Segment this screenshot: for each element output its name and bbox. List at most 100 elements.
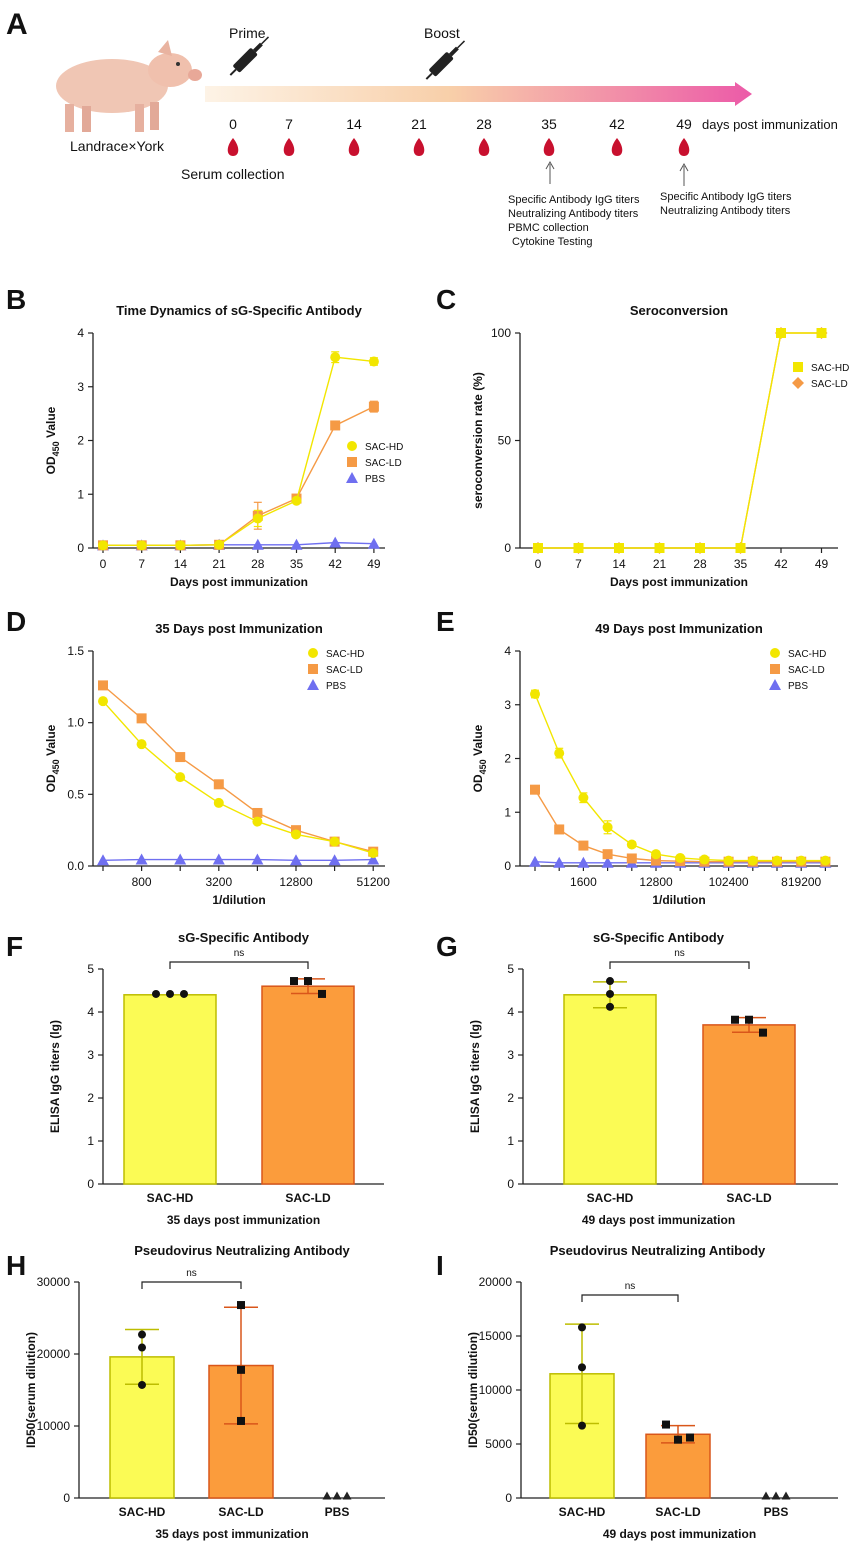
x-tick-label: 51200 bbox=[357, 875, 391, 889]
data-point bbox=[136, 540, 147, 551]
x-axis-label: 49 days post immunization bbox=[603, 1527, 756, 1541]
chart-title: sG-Specific Antibody bbox=[178, 930, 310, 945]
y-tick-label: 2 bbox=[77, 434, 84, 448]
y-tick-label: 0 bbox=[505, 1491, 512, 1505]
data-point bbox=[342, 1491, 352, 1500]
data-point bbox=[138, 1343, 146, 1352]
legend-label: PBS bbox=[326, 681, 346, 692]
panel-label: C bbox=[436, 284, 456, 315]
y-tick-label: 1 bbox=[504, 805, 511, 819]
data-point bbox=[530, 689, 540, 699]
series-line-sac-hd bbox=[538, 332, 822, 549]
bar-sac-ld bbox=[702, 1024, 796, 1185]
x-axis-label: 49 days post immunization bbox=[582, 1213, 735, 1227]
y-tick-label: 1.5 bbox=[67, 644, 84, 658]
note-49-line-2: Neutralizing Antibody titers bbox=[660, 205, 791, 217]
data-point bbox=[699, 854, 710, 865]
x-tick-label: 14 bbox=[612, 557, 626, 571]
data-point bbox=[602, 822, 613, 833]
note-35-line-2: Neutralizing Antibody titers bbox=[508, 208, 639, 220]
pig-icon bbox=[56, 40, 202, 132]
y-tick-label: 5 bbox=[507, 962, 514, 976]
data-point bbox=[347, 457, 357, 467]
data-point bbox=[368, 401, 379, 412]
y-tick-label: 0 bbox=[77, 541, 84, 555]
y-tick-label: 4 bbox=[87, 1005, 94, 1019]
legend-label: SAC-HD bbox=[326, 649, 364, 660]
legend-label: SAC-HD bbox=[365, 442, 403, 453]
y-tick-label: 20000 bbox=[37, 1347, 71, 1361]
data-point bbox=[346, 472, 358, 483]
data-point bbox=[290, 977, 298, 986]
data-point bbox=[772, 855, 782, 866]
data-point bbox=[252, 513, 263, 524]
panel-i: I Pseudovirus Neutralizing Antibody 49 day… bbox=[436, 1243, 838, 1541]
series-line-sac-ld bbox=[534, 789, 826, 863]
x-tick-label: PBS bbox=[325, 1505, 350, 1519]
data-point bbox=[747, 855, 758, 866]
syringe-icon bbox=[229, 36, 270, 76]
data-point bbox=[237, 1416, 245, 1425]
note-35-line-4: Cytokine Testing bbox=[512, 236, 593, 248]
data-point bbox=[606, 1002, 614, 1011]
legend-label: SAC-LD bbox=[365, 458, 402, 469]
blood-drop-icon bbox=[478, 138, 490, 156]
y-tick-label: 10000 bbox=[37, 1419, 71, 1433]
arrow-up-icon bbox=[679, 162, 689, 186]
x-axis-label: 35 days post immunization bbox=[155, 1527, 308, 1541]
data-point bbox=[674, 1435, 682, 1444]
y-axis-label: ELISA IgG titers (lg) bbox=[468, 1020, 482, 1133]
arrow-up-icon bbox=[545, 160, 555, 184]
data-point bbox=[602, 849, 613, 860]
data-point bbox=[816, 328, 827, 338]
y-tick-label: 0 bbox=[87, 1177, 94, 1191]
blood-drop-icon bbox=[227, 138, 239, 156]
data-point bbox=[136, 713, 147, 724]
y-tick-label: 2 bbox=[504, 752, 511, 766]
x-axis-label: 1/dilution bbox=[652, 893, 705, 907]
data-point bbox=[761, 1491, 771, 1500]
boost-label: Boost bbox=[424, 25, 460, 41]
x-tick-label: 0 bbox=[535, 557, 542, 571]
data-point bbox=[820, 855, 831, 866]
chart-title: 35 Days post Immunization bbox=[155, 621, 323, 636]
panel-label-a: A bbox=[6, 8, 28, 41]
x-tick-label: 0 bbox=[100, 557, 107, 571]
y-tick-label: 0.0 bbox=[67, 859, 84, 873]
timeline-arrow bbox=[205, 82, 752, 106]
y-axis-label-part: Value bbox=[471, 724, 485, 759]
data-point bbox=[368, 848, 379, 859]
data-point bbox=[759, 1028, 767, 1037]
data-point bbox=[529, 855, 541, 867]
x-tick-label: SAC-HD bbox=[587, 1191, 634, 1205]
data-point bbox=[213, 797, 224, 808]
x-tick-label: 42 bbox=[774, 557, 788, 571]
data-point bbox=[368, 356, 379, 367]
legend-label: PBS bbox=[365, 474, 385, 485]
x-tick-label: 35 bbox=[290, 557, 304, 571]
day-tick-label: 35 bbox=[541, 116, 557, 132]
significance-label: ns bbox=[674, 948, 685, 959]
data-point bbox=[174, 853, 187, 865]
y-tick-label: 1 bbox=[77, 487, 84, 501]
data-point bbox=[577, 856, 590, 868]
series-line-pbs bbox=[102, 858, 374, 861]
chart-title: 49 Days post Immunization bbox=[595, 621, 763, 636]
data-point bbox=[781, 1491, 791, 1500]
days-axis-label: days post immunization bbox=[702, 117, 838, 132]
panel-label: D bbox=[6, 606, 26, 637]
data-point bbox=[686, 1433, 694, 1442]
data-point bbox=[135, 853, 148, 865]
data-point bbox=[291, 829, 301, 840]
x-tick-label: 28 bbox=[251, 557, 265, 571]
data-point bbox=[723, 855, 734, 866]
y-tick-label: 0 bbox=[504, 859, 511, 873]
data-point bbox=[796, 855, 807, 866]
prime-label: Prime bbox=[229, 25, 266, 41]
data-point bbox=[291, 495, 302, 506]
legend-label: SAC-HD bbox=[811, 363, 849, 374]
legend-label: SAC-LD bbox=[811, 379, 848, 390]
x-tick-label: 49 bbox=[367, 557, 381, 571]
x-tick-label: 42 bbox=[329, 557, 343, 571]
data-point bbox=[554, 824, 565, 835]
